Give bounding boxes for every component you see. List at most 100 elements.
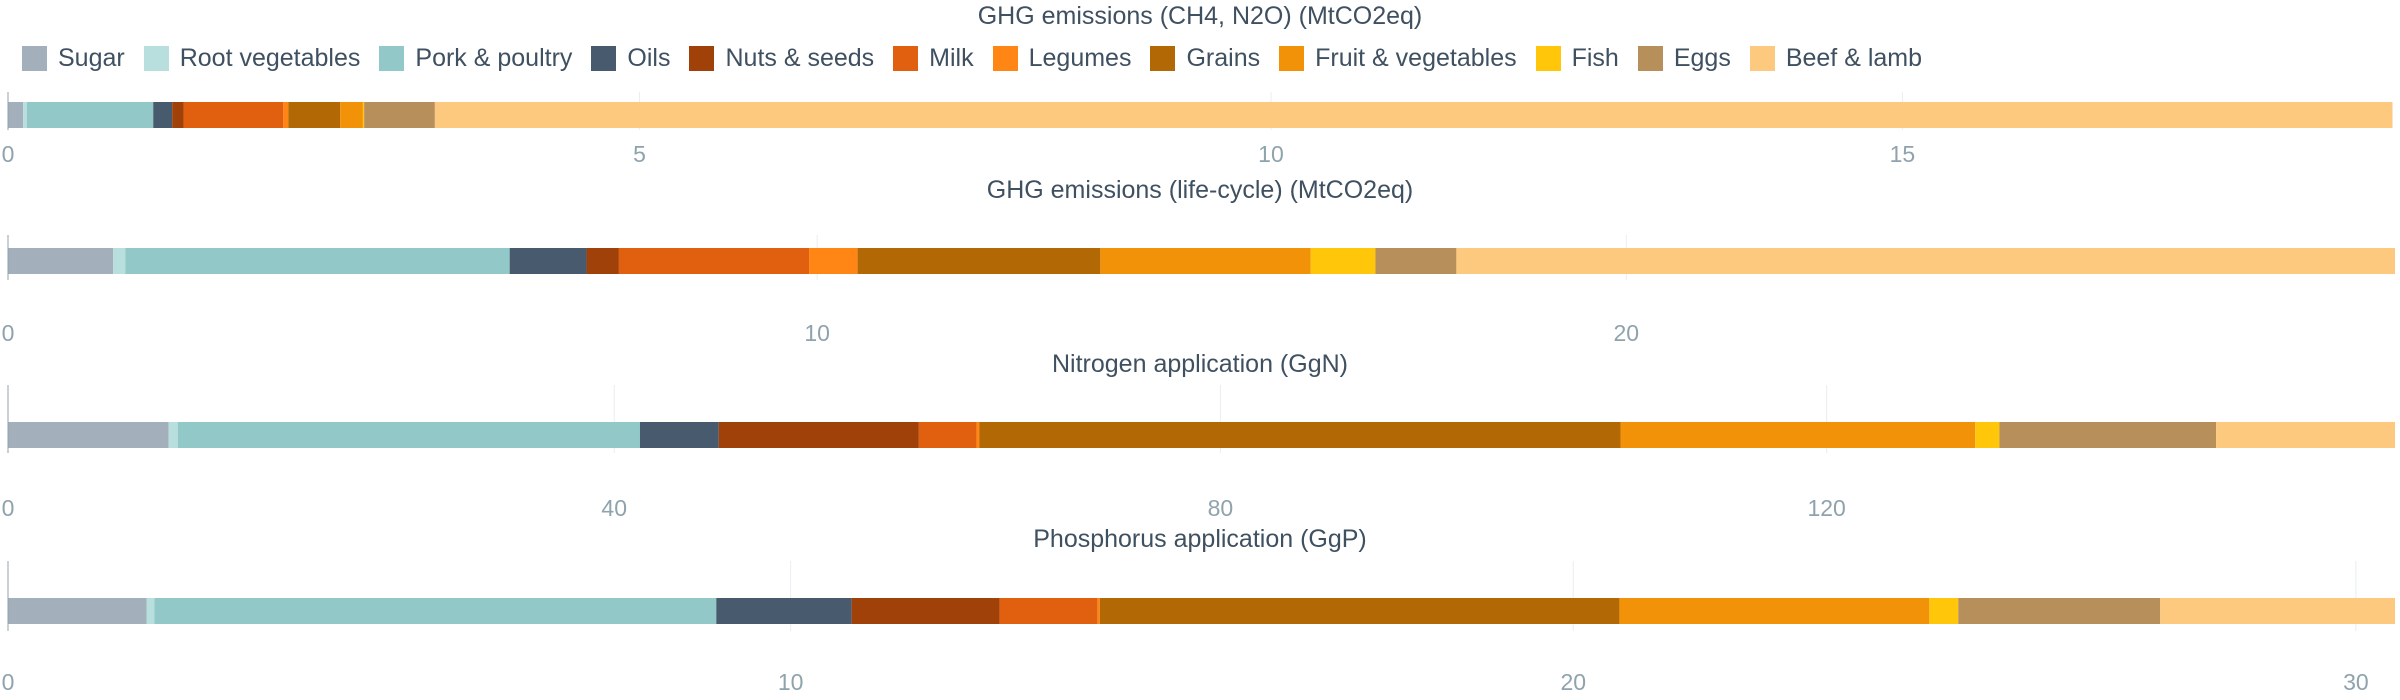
legend-label: Oils: [627, 43, 671, 72]
legend-item-nuts-and-seeds[interactable]: Nuts & seeds: [689, 44, 874, 73]
legend-item-fruit-and-vegetables[interactable]: Fruit & vegetables: [1279, 44, 1517, 73]
legend-swatch: [1637, 45, 1663, 71]
legend-item-pork-and-poultry[interactable]: Pork & poultry: [379, 44, 572, 73]
x-tick-label: 15: [1890, 141, 1916, 167]
bar-segment-nuts-and-seeds[interactable]: [172, 102, 184, 128]
bar-segment-legumes[interactable]: [976, 422, 980, 448]
legend-item-sugar[interactable]: Sugar: [22, 44, 125, 73]
bar-segment-milk[interactable]: [999, 598, 1098, 624]
legend-swatch: [992, 45, 1018, 71]
legend-item-eggs[interactable]: Eggs: [1637, 43, 1731, 73]
bar-segment-eggs[interactable]: [1375, 248, 1457, 274]
bar-segment-legumes[interactable]: [283, 102, 289, 128]
bar-segment-nuts-and-seeds[interactable]: [718, 422, 919, 448]
legend-label: Nuts & seeds: [725, 43, 875, 72]
bar-segment-beef-and-lamb[interactable]: [434, 102, 2393, 128]
bar-segment-root-vegetables[interactable]: [146, 598, 155, 624]
chart-title: GHG emissions (life-cycle) (MtCO2eq): [987, 176, 1413, 204]
legend-label: Eggs: [1673, 43, 1731, 72]
bar-segment-sugar[interactable]: [8, 248, 114, 274]
legend-item-milk[interactable]: Milk: [893, 43, 974, 73]
bar-segment-fruit-and-vegetables[interactable]: [1100, 248, 1311, 274]
bar-segment-grains[interactable]: [288, 102, 341, 128]
bar-segment-pork-and-poultry[interactable]: [125, 248, 510, 274]
bar-segment-pork-and-poultry[interactable]: [154, 598, 717, 624]
chart-panel-4: Phosphorus application (GgP) 0 10 20 30: [2, 525, 2395, 695]
bar-segment-grains[interactable]: [857, 248, 1101, 274]
bar-segment-oils[interactable]: [716, 598, 852, 624]
x-tick-label: 0: [2, 141, 15, 167]
bar-segment-grains[interactable]: [979, 422, 1621, 448]
legend: Sugar Root vegetables Pork & poultry Oils Nu…: [22, 40, 1941, 76]
bar-segment-milk[interactable]: [618, 248, 810, 274]
bar-segment-legumes[interactable]: [809, 248, 858, 274]
bar-segment-sugar[interactable]: [8, 422, 169, 448]
bar-segment-oils[interactable]: [639, 422, 719, 448]
legend-swatch: [1279, 45, 1305, 71]
legend-label: Fruit & vegetables: [1315, 43, 1517, 72]
legend-label: Fish: [1571, 43, 1619, 72]
x-tick-label: 10: [778, 669, 804, 695]
bar-segment-nuts-and-seeds[interactable]: [586, 248, 619, 274]
chart-title: Phosphorus application (GgP): [1033, 525, 1367, 553]
legend-item-legumes[interactable]: Legumes: [992, 43, 1132, 73]
bar-segment-oils[interactable]: [153, 102, 173, 128]
legend-swatch: [143, 45, 169, 71]
bar-segment-milk[interactable]: [918, 422, 977, 448]
legend-swatch: [379, 45, 405, 71]
x-tick-label: 0: [2, 669, 15, 695]
bar-segment-sugar[interactable]: [8, 102, 24, 128]
bar-segment-fish[interactable]: [1929, 598, 1959, 624]
legend-label: Root vegetables: [179, 43, 361, 72]
bar-segment-beef-and-lamb[interactable]: [2216, 422, 2395, 448]
bar-segment-eggs[interactable]: [364, 102, 435, 128]
legend-label: Legumes: [1028, 43, 1132, 72]
bar-segment-beef-and-lamb[interactable]: [2160, 598, 2395, 624]
bar-segment-fish[interactable]: [1975, 422, 2000, 448]
legend-item-oils[interactable]: Oils: [591, 44, 670, 73]
x-tick-label: 0: [2, 320, 15, 346]
bar-segment-grains[interactable]: [1099, 598, 1620, 624]
chart-panel-1: GHG emissions (CH4, N2O) (MtCO2eq) 0 5 10 15: [2, 2, 2393, 167]
bar-segment-fish[interactable]: [362, 102, 365, 128]
legend-label: Grains: [1186, 43, 1261, 72]
x-tick-label: 30: [2343, 669, 2369, 695]
bar-segment-eggs[interactable]: [1958, 598, 2161, 624]
bar-segment-root-vegetables[interactable]: [168, 422, 178, 448]
legend-label: Milk: [929, 43, 974, 72]
bar-segment-fruit-and-vegetables[interactable]: [340, 102, 363, 128]
legend-swatch: [591, 45, 617, 71]
bar-segment-beef-and-lamb[interactable]: [1456, 248, 2395, 274]
x-tick-label: 120: [1807, 495, 1845, 521]
x-tick-label: 10: [804, 320, 830, 346]
legend-swatch: [1535, 45, 1561, 71]
x-tick-label: 0: [2, 495, 15, 521]
legend-item-grains[interactable]: Grains: [1150, 44, 1260, 73]
legend-item-fish[interactable]: Fish: [1535, 43, 1619, 73]
bar-segment-oils[interactable]: [509, 248, 587, 274]
chart-title: Nitrogen application (GgN): [1052, 350, 1348, 378]
bar-segment-root-vegetables[interactable]: [23, 102, 27, 128]
bar-segment-fish[interactable]: [1310, 248, 1376, 274]
x-tick-label: 10: [1258, 141, 1284, 167]
bar-segment-nuts-and-seeds[interactable]: [851, 598, 1000, 624]
bar-segment-pork-and-poultry[interactable]: [26, 102, 154, 128]
legend-swatch: [22, 45, 47, 71]
legend-swatch: [1150, 45, 1176, 71]
bar-segment-milk[interactable]: [183, 102, 284, 128]
bar-segment-pork-and-poultry[interactable]: [177, 422, 640, 448]
legend-item-beef-and-lamb[interactable]: Beef & lamb: [1749, 44, 1922, 73]
bar-segment-eggs[interactable]: [1999, 422, 2217, 448]
bar-segment-legumes[interactable]: [1097, 598, 1100, 624]
chart-panel-2: GHG emissions (life-cycle) (MtCO2eq) 0 10 2…: [2, 176, 2395, 346]
bar-segment-sugar[interactable]: [8, 598, 147, 624]
bar-segment-fruit-and-vegetables[interactable]: [1619, 598, 1930, 624]
legend-swatch: [893, 45, 919, 71]
legend-label: Pork & poultry: [415, 43, 573, 72]
legend-item-root-vegetables[interactable]: Root vegetables: [143, 43, 361, 73]
bar-segment-root-vegetables[interactable]: [113, 248, 126, 274]
bar-segment-fruit-and-vegetables[interactable]: [1620, 422, 1976, 448]
x-tick-label: 80: [1208, 495, 1234, 521]
